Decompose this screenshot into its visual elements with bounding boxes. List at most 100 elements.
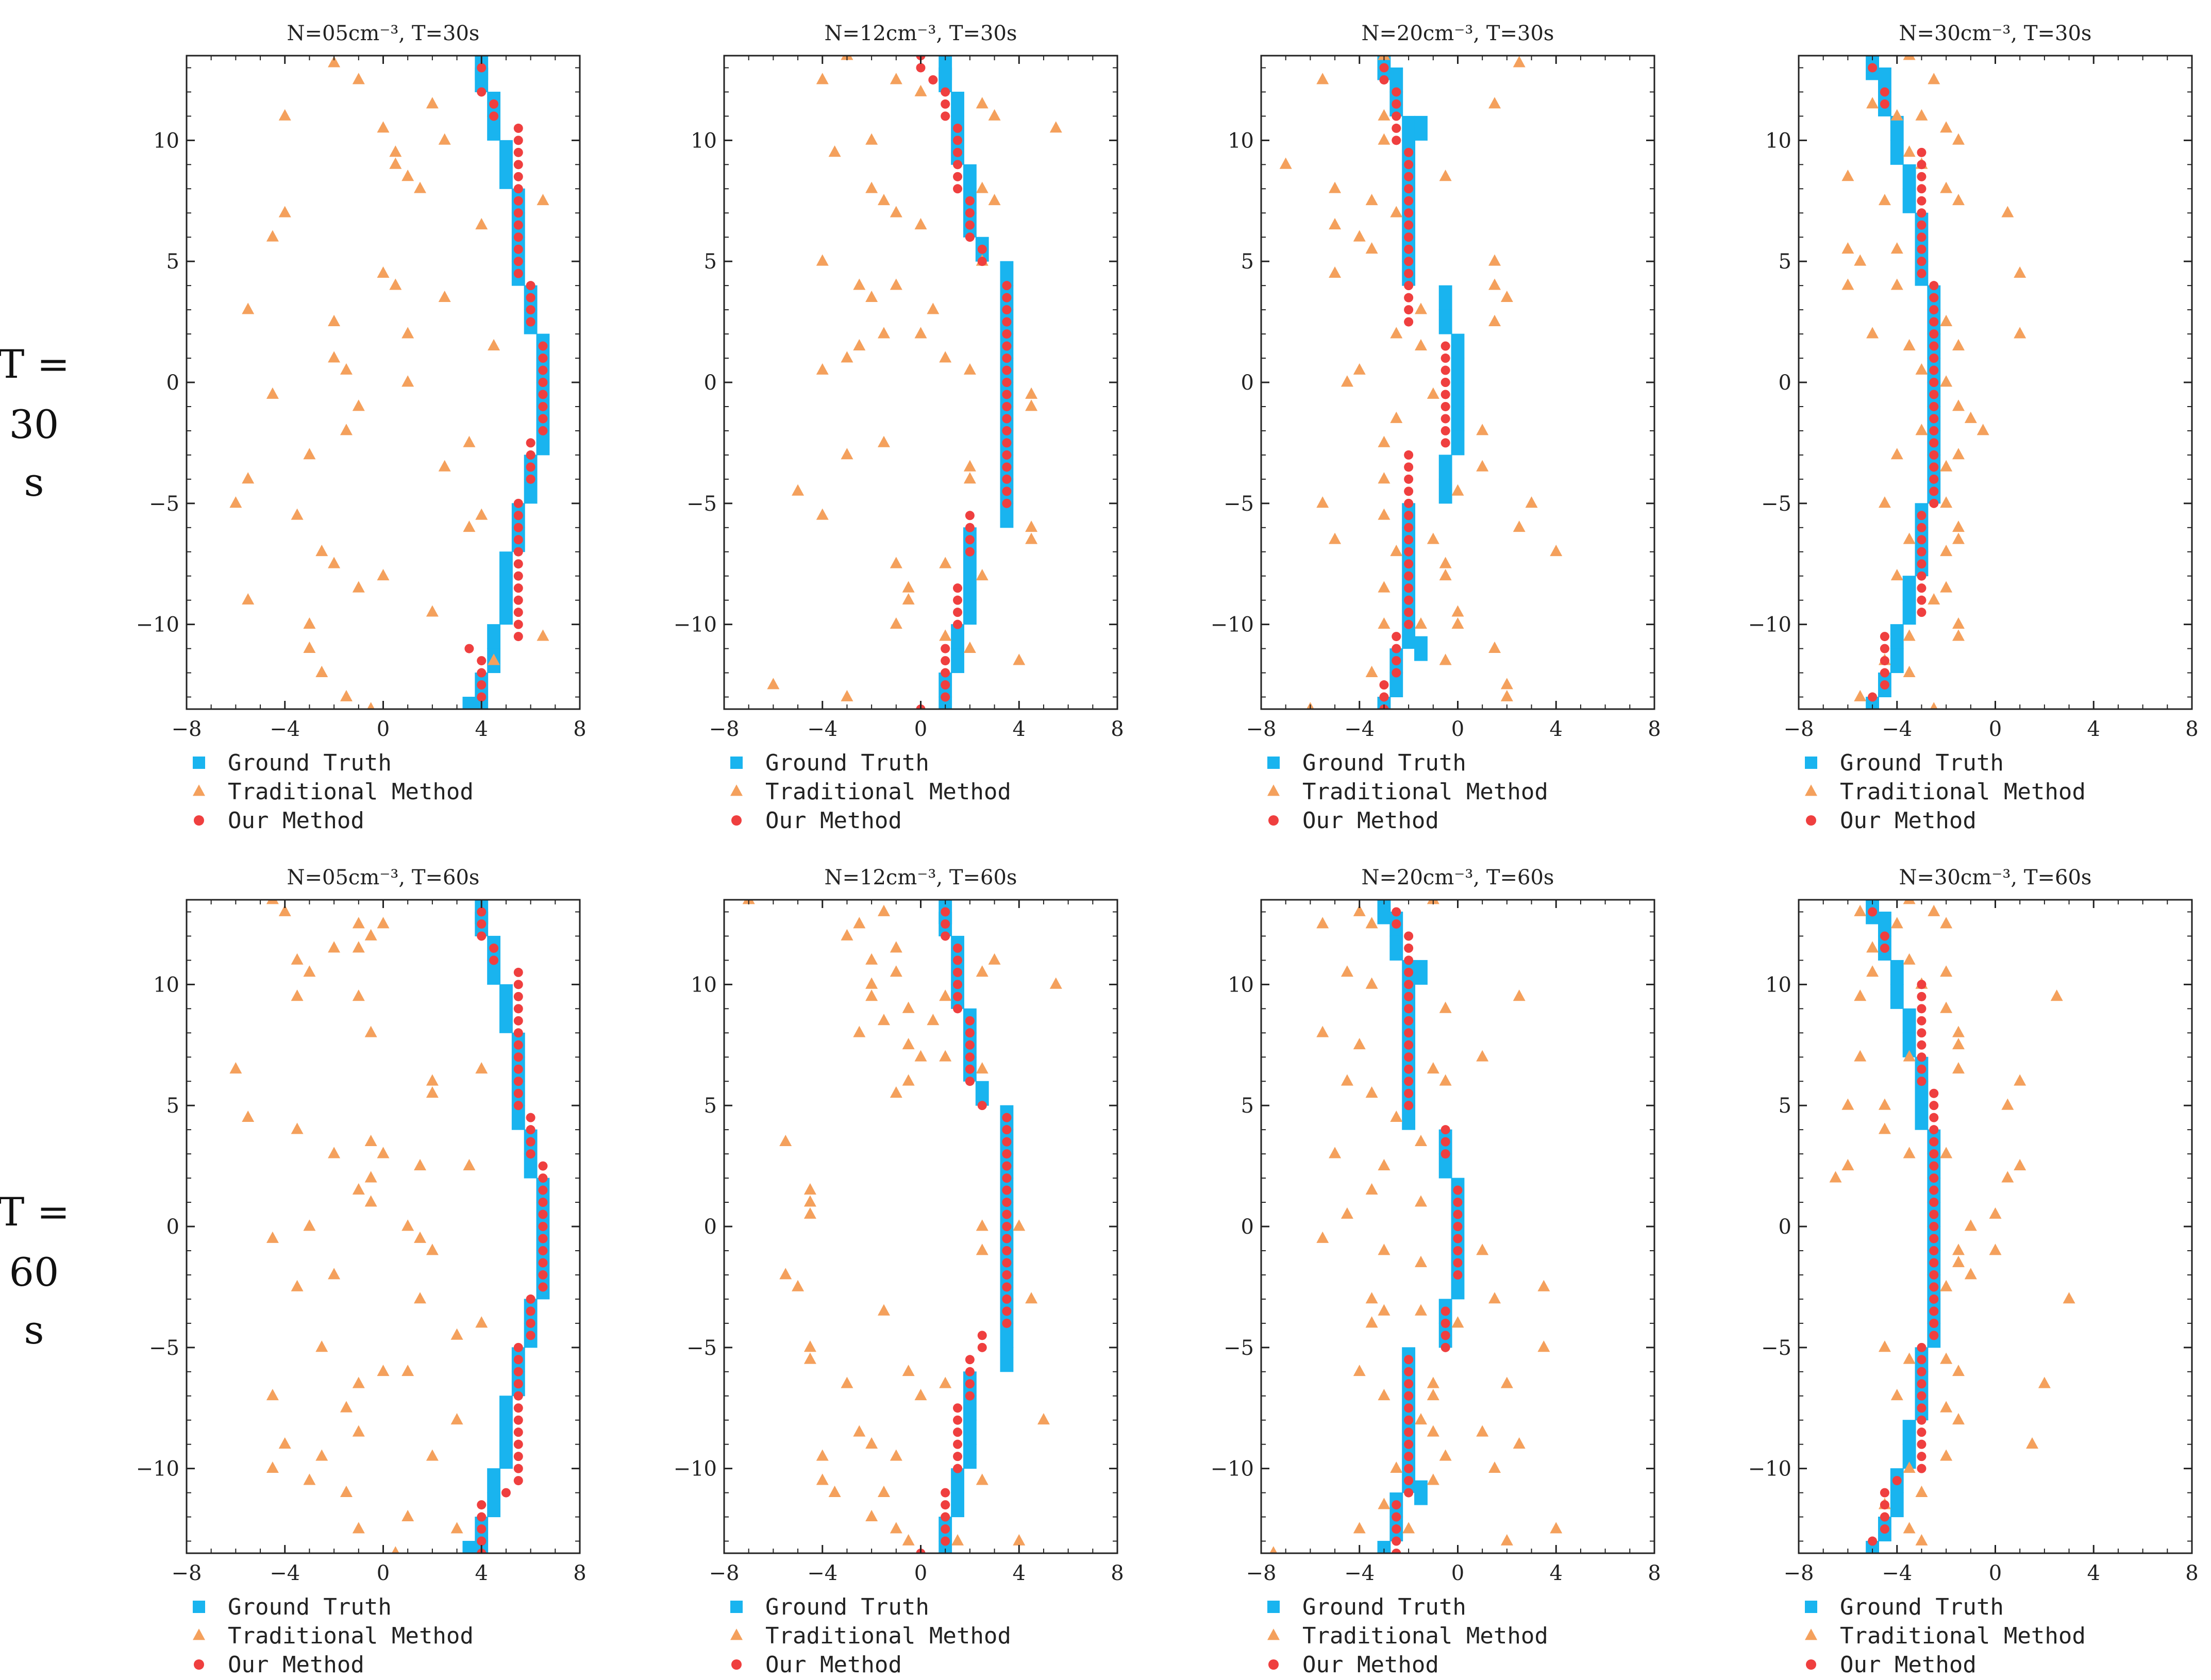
chart-6-traditional-point xyxy=(902,1001,915,1013)
chart-8-traditional-point xyxy=(1878,1340,1891,1352)
chart-7-traditional-point xyxy=(1451,1316,1464,1328)
chart-3-our-method-point xyxy=(1392,668,1401,678)
chart-4-legend-traditional-swatch xyxy=(1805,784,1817,796)
chart-4-our-method-point xyxy=(1929,378,1939,387)
chart-1-traditional-point xyxy=(278,109,291,121)
chart-2-traditional-point xyxy=(890,617,902,629)
chart-7-our-method-point xyxy=(1404,980,1414,989)
chart-4-our-method-point xyxy=(1917,232,1927,242)
chart-8-ground-truth-point xyxy=(1915,1105,1929,1130)
chart-1-traditional-point xyxy=(537,629,549,641)
chart-8-traditional-point xyxy=(1989,1207,2002,1219)
chart-8-xtick-label: 0 xyxy=(1989,1561,2002,1585)
chart-5-our-method-point xyxy=(526,1125,535,1135)
chart-5-ground-truth-point xyxy=(499,1420,513,1445)
chart-8-legend-our-method-label: Our Method xyxy=(1840,1652,1976,1678)
chart-4-our-method-point xyxy=(1929,365,1939,375)
chart-6-our-method-point xyxy=(1002,1173,1012,1183)
chart-2-traditional-point xyxy=(816,254,829,266)
chart-3-our-method-point xyxy=(1379,692,1389,702)
chart-1-xtick-label: 8 xyxy=(573,717,586,741)
chart-1-ground-truth-point xyxy=(462,697,476,709)
chart-5-traditional-point xyxy=(401,1509,414,1521)
chart-4-our-method-point xyxy=(1880,668,1889,678)
chart-8-traditional-point xyxy=(1829,1171,1842,1183)
chart-1-ground-truth-point xyxy=(499,551,513,577)
chart-4-traditional-point xyxy=(1952,133,1965,145)
chart-1-traditional-point xyxy=(315,665,328,677)
chart-5-our-method-point xyxy=(538,1173,548,1183)
chart-3-our-method-point xyxy=(1440,341,1450,351)
chart-6-traditional-point xyxy=(816,1473,829,1485)
chart-4-ground-truth-point xyxy=(1902,600,1916,625)
chart-1-our-method-point xyxy=(538,401,548,411)
chart-4-traditional-point xyxy=(1890,109,1903,121)
chart-7-our-method-point xyxy=(1453,1209,1463,1219)
chart-2-legend: Ground Truth Traditional Method Our Method xyxy=(730,750,1011,834)
chart-6-traditional-point xyxy=(865,1437,878,1449)
chart-4-our-method-point xyxy=(1917,244,1927,254)
chart-5-ground-truth-point xyxy=(499,1396,513,1421)
chart-1-our-method-point xyxy=(513,511,523,520)
chart-3-traditional-point xyxy=(1279,157,1292,169)
chart-6-legend-traditional-swatch xyxy=(730,1628,743,1640)
chart-8-traditional-point xyxy=(2001,1171,2014,1183)
row-label-t30-line3: s xyxy=(24,459,44,505)
chart-6-traditional-point xyxy=(877,1014,890,1026)
chart-6-our-method-point xyxy=(941,919,950,929)
chart-4-ytick-label: 10 xyxy=(1765,129,1791,153)
chart-8-our-method-point xyxy=(1917,1391,1927,1401)
chart-5-legend-our-method-swatch xyxy=(194,1659,204,1670)
chart-2-our-method-point xyxy=(965,196,975,206)
chart-6-traditional-point xyxy=(779,1268,792,1280)
chart-2-traditional-point xyxy=(939,629,952,641)
chart-3-our-method-point xyxy=(1392,656,1401,666)
chart-1-traditional-point xyxy=(414,181,427,193)
chart-5-traditional-point xyxy=(266,1389,279,1401)
chart-7-traditional-point xyxy=(1365,1292,1378,1304)
chart-4-traditional-point xyxy=(1903,532,1916,544)
chart-3-traditional-point xyxy=(1439,653,1452,665)
chart-1-legend: Ground Truth Traditional Method Our Method xyxy=(193,750,474,834)
chart-7-traditional-point xyxy=(1341,1074,1353,1086)
chart-2-our-method-point xyxy=(941,668,950,678)
chart-8-our-method-point xyxy=(1929,1161,1939,1171)
chart-7-ytick-label: 0 xyxy=(1241,1215,1254,1239)
chart-8-our-method-point xyxy=(1929,1113,1939,1122)
chart-2-traditional-point xyxy=(976,569,989,581)
chart-1-ground-truth-point xyxy=(499,576,513,601)
chart-4-our-method-point xyxy=(1929,450,1939,460)
row-label-t60: T = 60 s xyxy=(0,1189,70,1353)
chart-5-traditional-point xyxy=(266,900,279,904)
chart-8-traditional-point xyxy=(1903,1352,1916,1364)
chart-5-traditional-point xyxy=(315,1449,328,1461)
chart-2-traditional-point xyxy=(877,435,890,447)
chart-3-our-method-point xyxy=(1404,595,1414,605)
chart-4-traditional-point xyxy=(1952,399,1965,411)
chart-6-traditional-point xyxy=(803,1340,816,1352)
chart-8-traditional-point xyxy=(2001,1098,2014,1110)
chart-8-ytick-label: 0 xyxy=(1779,1215,1791,1239)
chart-3-traditional-point xyxy=(1414,617,1427,629)
chart-1-our-method-point xyxy=(477,692,487,702)
chart-4-our-method-point xyxy=(1929,401,1939,411)
chart-7-our-method-point xyxy=(1392,1536,1401,1546)
chart-8-traditional-point xyxy=(1940,1001,1953,1013)
chart-6-legend-our-method-swatch xyxy=(731,1659,742,1670)
chart-3-our-method-point xyxy=(1404,535,1414,545)
chart-4-our-method-point xyxy=(1917,208,1927,218)
chart-5-traditional-point xyxy=(266,1461,279,1473)
chart-4-traditional-point xyxy=(2014,327,2026,339)
chart-5-traditional-point xyxy=(450,1522,463,1534)
chart-3-ytick-label: −10 xyxy=(1211,613,1254,637)
chart-1-legend-our-method-label: Our Method xyxy=(228,808,364,834)
chart-6-traditional-point xyxy=(877,1304,890,1316)
chart-1-traditional-point xyxy=(315,545,328,557)
chart-4-traditional-point xyxy=(1890,242,1903,254)
chart-5-xtick-label: 8 xyxy=(573,1561,586,1585)
chart-5-ground-truth-point xyxy=(499,1008,513,1033)
chart-2-ground-truth-point xyxy=(951,91,964,116)
chart-1-traditional-point xyxy=(401,327,414,339)
chart-8-legend-traditional-swatch xyxy=(1805,1628,1817,1640)
chart-3-our-method-point xyxy=(1392,111,1401,121)
